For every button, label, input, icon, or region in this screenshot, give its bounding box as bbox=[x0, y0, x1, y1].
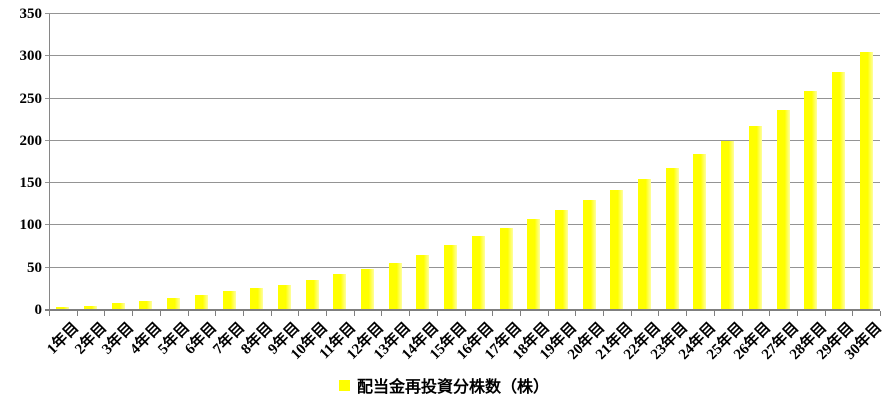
x-axis-tick bbox=[575, 311, 577, 316]
y-axis-label-50: 50 bbox=[27, 259, 42, 276]
bar-21年目 bbox=[610, 189, 624, 310]
x-axis-tick bbox=[215, 311, 217, 316]
x-axis-tick bbox=[76, 311, 78, 316]
bar-19年目 bbox=[554, 210, 568, 310]
bar-26年目 bbox=[748, 125, 762, 310]
legend-label: 配当金再投資分株数（株） bbox=[356, 379, 549, 396]
bar-7年目 bbox=[222, 291, 236, 310]
x-axis-line bbox=[45, 309, 880, 311]
y-axis-label-0: 0 bbox=[34, 302, 43, 318]
bar-12年目 bbox=[361, 269, 375, 310]
x-axis-tick bbox=[713, 311, 715, 316]
bar-20年目 bbox=[582, 200, 596, 310]
bar-1年目 bbox=[56, 307, 70, 310]
x-axis-tick bbox=[547, 311, 549, 316]
bar-5年目 bbox=[167, 298, 181, 310]
bar-10年目 bbox=[305, 280, 319, 310]
gridline-300 bbox=[45, 55, 880, 57]
bar-28年目 bbox=[804, 90, 818, 310]
x-axis-tick bbox=[852, 311, 854, 316]
x-axis-tick bbox=[603, 311, 604, 316]
bar-2年目 bbox=[84, 305, 98, 310]
x-axis-tick bbox=[353, 311, 355, 316]
bar-17年目 bbox=[499, 227, 513, 310]
x-axis-tick bbox=[464, 311, 466, 316]
bar-16年目 bbox=[471, 236, 485, 310]
x-axis-tick bbox=[686, 311, 688, 316]
x-axis-tick bbox=[741, 311, 743, 316]
x-axis-tick bbox=[270, 311, 272, 316]
bar-8年目 bbox=[250, 288, 264, 310]
bar-27年目 bbox=[776, 109, 790, 310]
plot-area bbox=[45, 13, 880, 310]
x-axis-tick bbox=[104, 311, 106, 316]
gridline-250 bbox=[45, 97, 880, 99]
bar-25年目 bbox=[721, 140, 735, 310]
bar-9年目 bbox=[277, 284, 291, 310]
bar-22年目 bbox=[638, 178, 652, 310]
y-axis-label-300: 300 bbox=[19, 48, 43, 65]
gridline-50 bbox=[45, 266, 880, 268]
gridline-350 bbox=[45, 13, 880, 14]
x-axis-tick bbox=[880, 311, 881, 316]
x-axis-tick bbox=[658, 311, 660, 316]
x-axis-tick bbox=[132, 311, 134, 316]
bar-6年目 bbox=[194, 294, 208, 310]
gridline-100 bbox=[45, 224, 880, 226]
bar-4年目 bbox=[139, 300, 153, 310]
y-axis-label-150: 150 bbox=[19, 175, 43, 192]
x-axis-tick bbox=[436, 311, 438, 316]
bar-3年目 bbox=[111, 303, 125, 310]
x-axis-tick bbox=[298, 311, 300, 316]
legend: 配当金再投資分株数（株） bbox=[0, 374, 888, 396]
bar-30年目 bbox=[859, 52, 873, 310]
x-axis-tick bbox=[381, 311, 383, 316]
x-axis-tick bbox=[492, 311, 494, 316]
x-axis-tick bbox=[187, 311, 189, 316]
x-axis-tick bbox=[49, 311, 50, 316]
gridline-150 bbox=[45, 182, 880, 184]
bar-15年目 bbox=[444, 244, 458, 310]
x-axis-tick bbox=[519, 311, 521, 316]
x-axis-tick bbox=[796, 311, 798, 316]
bar-13年目 bbox=[388, 262, 402, 310]
bar-29年目 bbox=[831, 72, 845, 310]
y-axis-label-200: 200 bbox=[19, 132, 43, 149]
bar-11年目 bbox=[333, 274, 347, 310]
bar-18年目 bbox=[527, 218, 541, 310]
bar-23年目 bbox=[665, 167, 679, 310]
bar-24年目 bbox=[693, 154, 707, 310]
gridline-200 bbox=[45, 139, 880, 141]
x-axis-tick bbox=[242, 311, 244, 316]
y-axis-line bbox=[49, 14, 50, 310]
y-axis-label-350: 350 bbox=[19, 6, 43, 22]
x-axis-tick bbox=[326, 311, 327, 316]
x-axis-tick bbox=[769, 311, 771, 316]
y-axis-label-250: 250 bbox=[19, 90, 43, 107]
bar-14年目 bbox=[416, 255, 430, 310]
y-axis-label-100: 100 bbox=[19, 217, 43, 234]
x-axis-tick bbox=[159, 311, 161, 316]
legend-swatch-icon bbox=[338, 379, 350, 391]
x-axis-tick bbox=[630, 311, 632, 316]
x-axis-tick bbox=[409, 311, 411, 316]
x-axis-tick bbox=[824, 311, 826, 316]
